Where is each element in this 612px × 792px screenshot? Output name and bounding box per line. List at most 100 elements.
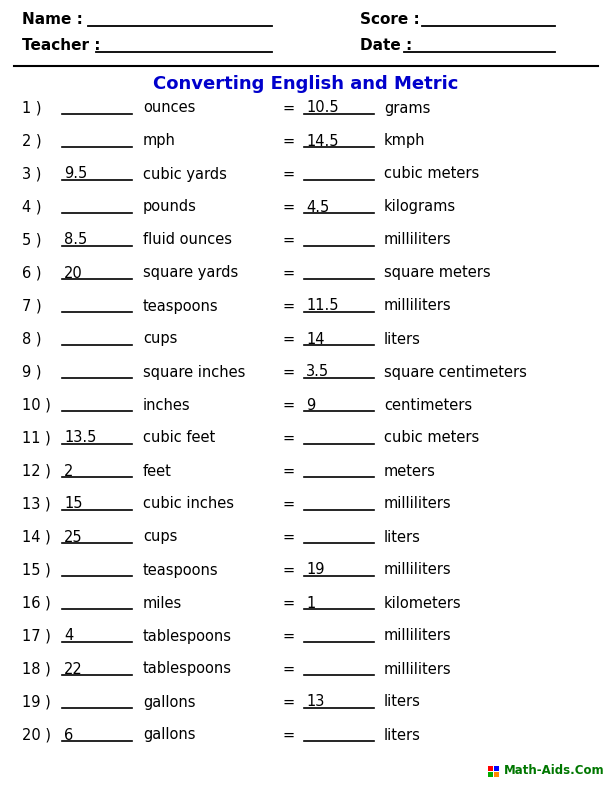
- Text: square meters: square meters: [384, 265, 491, 280]
- Text: 8 ): 8 ): [22, 332, 42, 347]
- Text: =: =: [283, 629, 295, 643]
- Text: 11.5: 11.5: [306, 299, 338, 314]
- Text: inches: inches: [143, 398, 190, 413]
- Text: Date :: Date :: [360, 39, 412, 54]
- Text: milliliters: milliliters: [384, 497, 452, 512]
- Text: 18 ): 18 ): [22, 661, 51, 676]
- Text: 25: 25: [64, 530, 83, 545]
- Text: feet: feet: [143, 463, 172, 478]
- Text: cups: cups: [143, 332, 177, 347]
- Text: 6: 6: [64, 728, 73, 743]
- Text: =: =: [283, 661, 295, 676]
- Text: 19 ): 19 ): [22, 695, 51, 710]
- Text: ounces: ounces: [143, 101, 195, 116]
- Text: Teacher :: Teacher :: [22, 39, 100, 54]
- Text: =: =: [283, 134, 295, 148]
- Bar: [488, 766, 493, 771]
- Text: cubic meters: cubic meters: [384, 431, 479, 445]
- Text: 14.5: 14.5: [306, 134, 338, 148]
- Text: liters: liters: [384, 728, 421, 743]
- Text: kilometers: kilometers: [384, 596, 461, 611]
- Text: grams: grams: [384, 101, 430, 116]
- Text: milliliters: milliliters: [384, 299, 452, 314]
- Bar: [494, 772, 499, 777]
- Text: 9.5: 9.5: [64, 166, 88, 181]
- Text: =: =: [283, 497, 295, 512]
- Text: square centimeters: square centimeters: [384, 364, 527, 379]
- Text: 8.5: 8.5: [64, 233, 88, 247]
- Text: 13.5: 13.5: [64, 431, 96, 445]
- Text: kilograms: kilograms: [384, 200, 456, 215]
- Text: 20: 20: [64, 265, 83, 280]
- Text: =: =: [283, 596, 295, 611]
- Text: 13: 13: [306, 695, 324, 710]
- Text: =: =: [283, 233, 295, 247]
- Text: =: =: [283, 364, 295, 379]
- Text: milliliters: milliliters: [384, 562, 452, 577]
- Text: =: =: [283, 530, 295, 545]
- Text: milliliters: milliliters: [384, 661, 452, 676]
- Text: 22: 22: [64, 661, 83, 676]
- Text: milliliters: milliliters: [384, 629, 452, 643]
- Text: milliliters: milliliters: [384, 233, 452, 247]
- Text: 9 ): 9 ): [22, 364, 42, 379]
- Text: cups: cups: [143, 530, 177, 545]
- Text: 7 ): 7 ): [22, 299, 42, 314]
- Text: miles: miles: [143, 596, 182, 611]
- Text: teaspoons: teaspoons: [143, 562, 218, 577]
- Text: =: =: [283, 332, 295, 347]
- Text: 9: 9: [306, 398, 315, 413]
- Text: 1: 1: [306, 596, 315, 611]
- Text: 14 ): 14 ): [22, 530, 51, 545]
- Text: =: =: [283, 463, 295, 478]
- Text: liters: liters: [384, 530, 421, 545]
- Text: mph: mph: [143, 134, 176, 148]
- Text: Math-Aids.Com: Math-Aids.Com: [504, 764, 605, 778]
- Text: gallons: gallons: [143, 695, 195, 710]
- Text: square yards: square yards: [143, 265, 238, 280]
- Text: meters: meters: [384, 463, 436, 478]
- Text: centimeters: centimeters: [384, 398, 472, 413]
- Text: =: =: [283, 728, 295, 743]
- Text: 15 ): 15 ): [22, 562, 51, 577]
- Text: 15: 15: [64, 497, 83, 512]
- Text: tablespoons: tablespoons: [143, 661, 232, 676]
- Text: gallons: gallons: [143, 728, 195, 743]
- Bar: [488, 772, 493, 777]
- Text: teaspoons: teaspoons: [143, 299, 218, 314]
- Text: Score :: Score :: [360, 13, 420, 28]
- Text: 19: 19: [306, 562, 324, 577]
- Text: 16 ): 16 ): [22, 596, 51, 611]
- Text: =: =: [283, 299, 295, 314]
- Text: tablespoons: tablespoons: [143, 629, 232, 643]
- Text: 4.5: 4.5: [306, 200, 329, 215]
- Text: 5 ): 5 ): [22, 233, 42, 247]
- Text: fluid ounces: fluid ounces: [143, 233, 232, 247]
- Text: cubic meters: cubic meters: [384, 166, 479, 181]
- Text: kmph: kmph: [384, 134, 425, 148]
- Text: =: =: [283, 265, 295, 280]
- Text: cubic yards: cubic yards: [143, 166, 227, 181]
- Text: 10 ): 10 ): [22, 398, 51, 413]
- Text: 17 ): 17 ): [22, 629, 51, 643]
- Text: 13 ): 13 ): [22, 497, 51, 512]
- Text: 6 ): 6 ): [22, 265, 42, 280]
- Text: =: =: [283, 200, 295, 215]
- Text: Converting English and Metric: Converting English and Metric: [154, 75, 458, 93]
- Text: square inches: square inches: [143, 364, 245, 379]
- Text: 2 ): 2 ): [22, 134, 42, 148]
- Text: 20 ): 20 ): [22, 728, 51, 743]
- Text: Name :: Name :: [22, 13, 83, 28]
- Text: 3.5: 3.5: [306, 364, 329, 379]
- Text: =: =: [283, 398, 295, 413]
- Text: 12 ): 12 ): [22, 463, 51, 478]
- Text: 4: 4: [64, 629, 73, 643]
- Text: =: =: [283, 431, 295, 445]
- Text: 3 ): 3 ): [22, 166, 42, 181]
- Text: 4 ): 4 ): [22, 200, 42, 215]
- Text: =: =: [283, 101, 295, 116]
- Text: 10.5: 10.5: [306, 101, 338, 116]
- Text: =: =: [283, 166, 295, 181]
- Text: pounds: pounds: [143, 200, 197, 215]
- Text: 1 ): 1 ): [22, 101, 42, 116]
